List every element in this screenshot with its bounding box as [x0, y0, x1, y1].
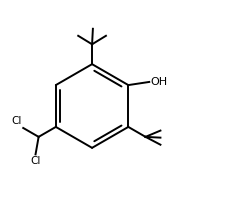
Text: OH: OH [150, 77, 167, 87]
Text: Cl: Cl [30, 156, 40, 166]
Text: Cl: Cl [12, 116, 22, 126]
